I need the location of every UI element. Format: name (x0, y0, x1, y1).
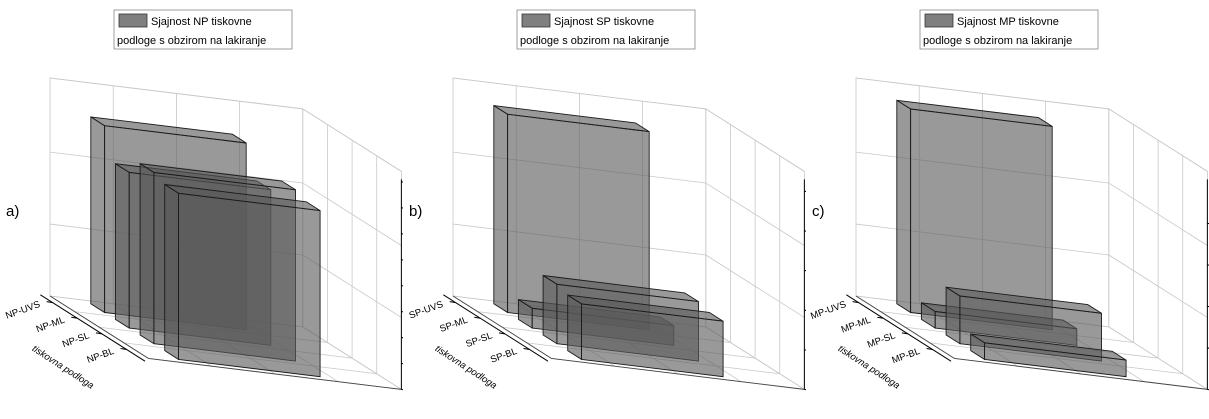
panel-label: a) (6, 203, 19, 220)
category-tick-label: NP-BL (86, 346, 116, 366)
chart-bars (493, 104, 724, 378)
legend-label-line1: Sjajnost MP tiskovne (957, 16, 1059, 28)
legend-swatch (521, 13, 551, 28)
bar-np-bl (164, 183, 321, 378)
chart-legend: Sjajnost NP tiskovne podloge s obzirom na… (113, 9, 293, 50)
chart-b-svg: 020406080100sjajnostGU SP-UVSSP-MLSP-SLSP… (408, 9, 806, 391)
panel-label: c) (812, 203, 825, 220)
category-tick-label: NP-UVS (4, 299, 42, 322)
legend-label-line1: Sjajnost NP tiskovne (151, 16, 252, 28)
legend-label-line2: podloge s obzirom na lakiranje (923, 35, 1072, 47)
category-tick-label: SP-ML (438, 315, 469, 335)
bar-mp-bl (970, 333, 1127, 378)
legend-label-line2: podloge s obzirom na lakiranje (117, 35, 266, 47)
chart-legend: Sjajnost MP tiskovne podloge s obzirom na… (919, 9, 1099, 50)
bar-mp-uvs (896, 99, 1053, 331)
panel-label: b) (409, 203, 422, 220)
chart-legend: Sjajnost SP tiskovne podloge s obzirom na… (516, 9, 696, 50)
category-tick-label: MP-BL (891, 346, 922, 366)
chart-bars (90, 116, 321, 378)
value-axis: 0,00,51,01,52,02,53,03,54,0sjajnostGU (400, 179, 403, 391)
legend-swatch (924, 13, 954, 28)
value-axis: 020406080100sjajnostGU (803, 179, 806, 391)
chart-bars (896, 99, 1127, 378)
category-tick-label: SP-SL (464, 330, 494, 350)
chart-c-svg: 020406080sjajnostMP-UVSMP-MLMP-SLMP-BLti… (809, 9, 1209, 391)
category-tick-label: MP-ML (840, 315, 873, 336)
category-tick-label: SP-BL (489, 346, 519, 366)
legend-swatch (118, 13, 148, 28)
legend-label-line2: podloge s obzirom na lakiranje (520, 35, 669, 47)
category-tick-label: SP-UVS (408, 299, 445, 321)
chart-panel-b: 020406080100sjajnostGU SP-UVSSP-MLSP-SLSP… (403, 0, 806, 419)
bar-sp-bl (567, 294, 724, 378)
category-tick-label: MP-UVS (809, 299, 847, 322)
category-axis-title: tiskovna podloga (30, 343, 96, 391)
category-tick-label: NP-SL (61, 330, 91, 350)
value-axis: 020406080sjajnost (1206, 179, 1209, 391)
category-tick-label: NP-ML (35, 315, 67, 335)
legend-label-line1: Sjajnost SP tiskovne (554, 16, 654, 28)
category-axis-title: tiskovna podloga (433, 343, 499, 391)
chart-panel-a: 0,00,51,01,52,02,53,03,54,0sjajnostGU NP-… (0, 0, 403, 419)
chart-a-svg: 0,00,51,01,52,02,53,03,54,0sjajnostGU NP-… (4, 9, 403, 391)
category-tick-label: MP-SL (866, 330, 897, 350)
chart-panel-c: 020406080sjajnostMP-UVSMP-MLMP-SLMP-BLti… (806, 0, 1209, 419)
